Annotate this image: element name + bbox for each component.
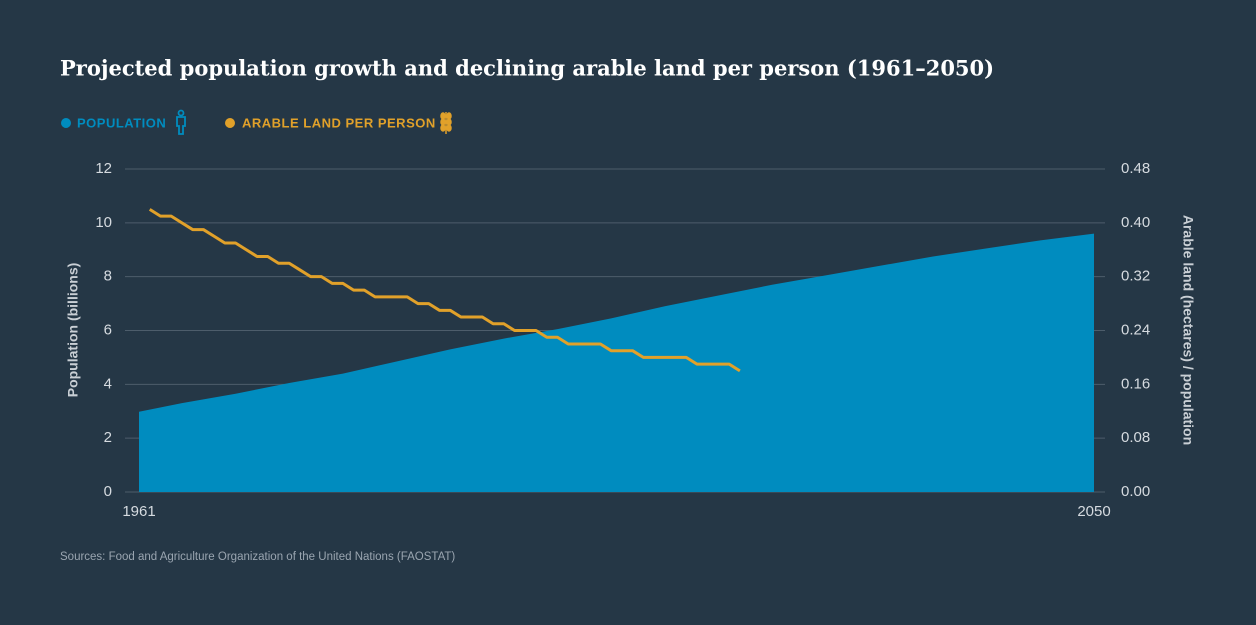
layer [139, 233, 1094, 492]
chart-title: Projected population growth and declinin… [60, 56, 994, 81]
x-tick-label: 2050 [1077, 503, 1110, 520]
y-tick-label: 10 [95, 214, 112, 231]
y-tick-label: 2 [104, 429, 112, 446]
y-tick-label: 12 [95, 160, 112, 177]
area [139, 233, 1094, 492]
y2-axis-title: Arable land (hectares) / population [1180, 215, 1196, 445]
person-icon [176, 109, 186, 135]
wheat-icon [440, 112, 452, 134]
y2-tick-label: 0.24 [1121, 321, 1150, 338]
y2-tick-label: 0.48 [1121, 160, 1150, 177]
legend-label: ARABLE LAND PER PERSON [242, 115, 436, 130]
legend-swatch [61, 118, 71, 128]
y2-tick-label: 0.40 [1121, 214, 1150, 231]
y2-tick-label: 0.16 [1121, 375, 1150, 392]
legend: POPULATION ARABLE LAND PER PERSON [61, 109, 452, 135]
y2-tick-label: 0.00 [1121, 483, 1150, 500]
y-tick-label: 8 [104, 268, 112, 285]
y2-tick-label: 0.32 [1121, 268, 1150, 285]
legend-swatch [225, 118, 235, 128]
y-tick-label: 0 [104, 483, 112, 500]
y2-tick-label: 0.08 [1121, 429, 1150, 446]
source-note: Sources: Food and Agriculture Organizati… [60, 551, 455, 563]
legend-label: POPULATION [77, 115, 166, 130]
layer: 0 2 4 6 8 10 12 0.00 0.08 0.16 0.24 0.32 0.40 0.48 196… [95, 160, 1150, 520]
y-tick-label: 6 [104, 321, 112, 338]
y-axis-title: Population (billions) [65, 263, 81, 398]
x-tick-label: 1961 [122, 503, 155, 520]
line [148, 208, 741, 373]
y-tick-label: 4 [104, 375, 112, 392]
